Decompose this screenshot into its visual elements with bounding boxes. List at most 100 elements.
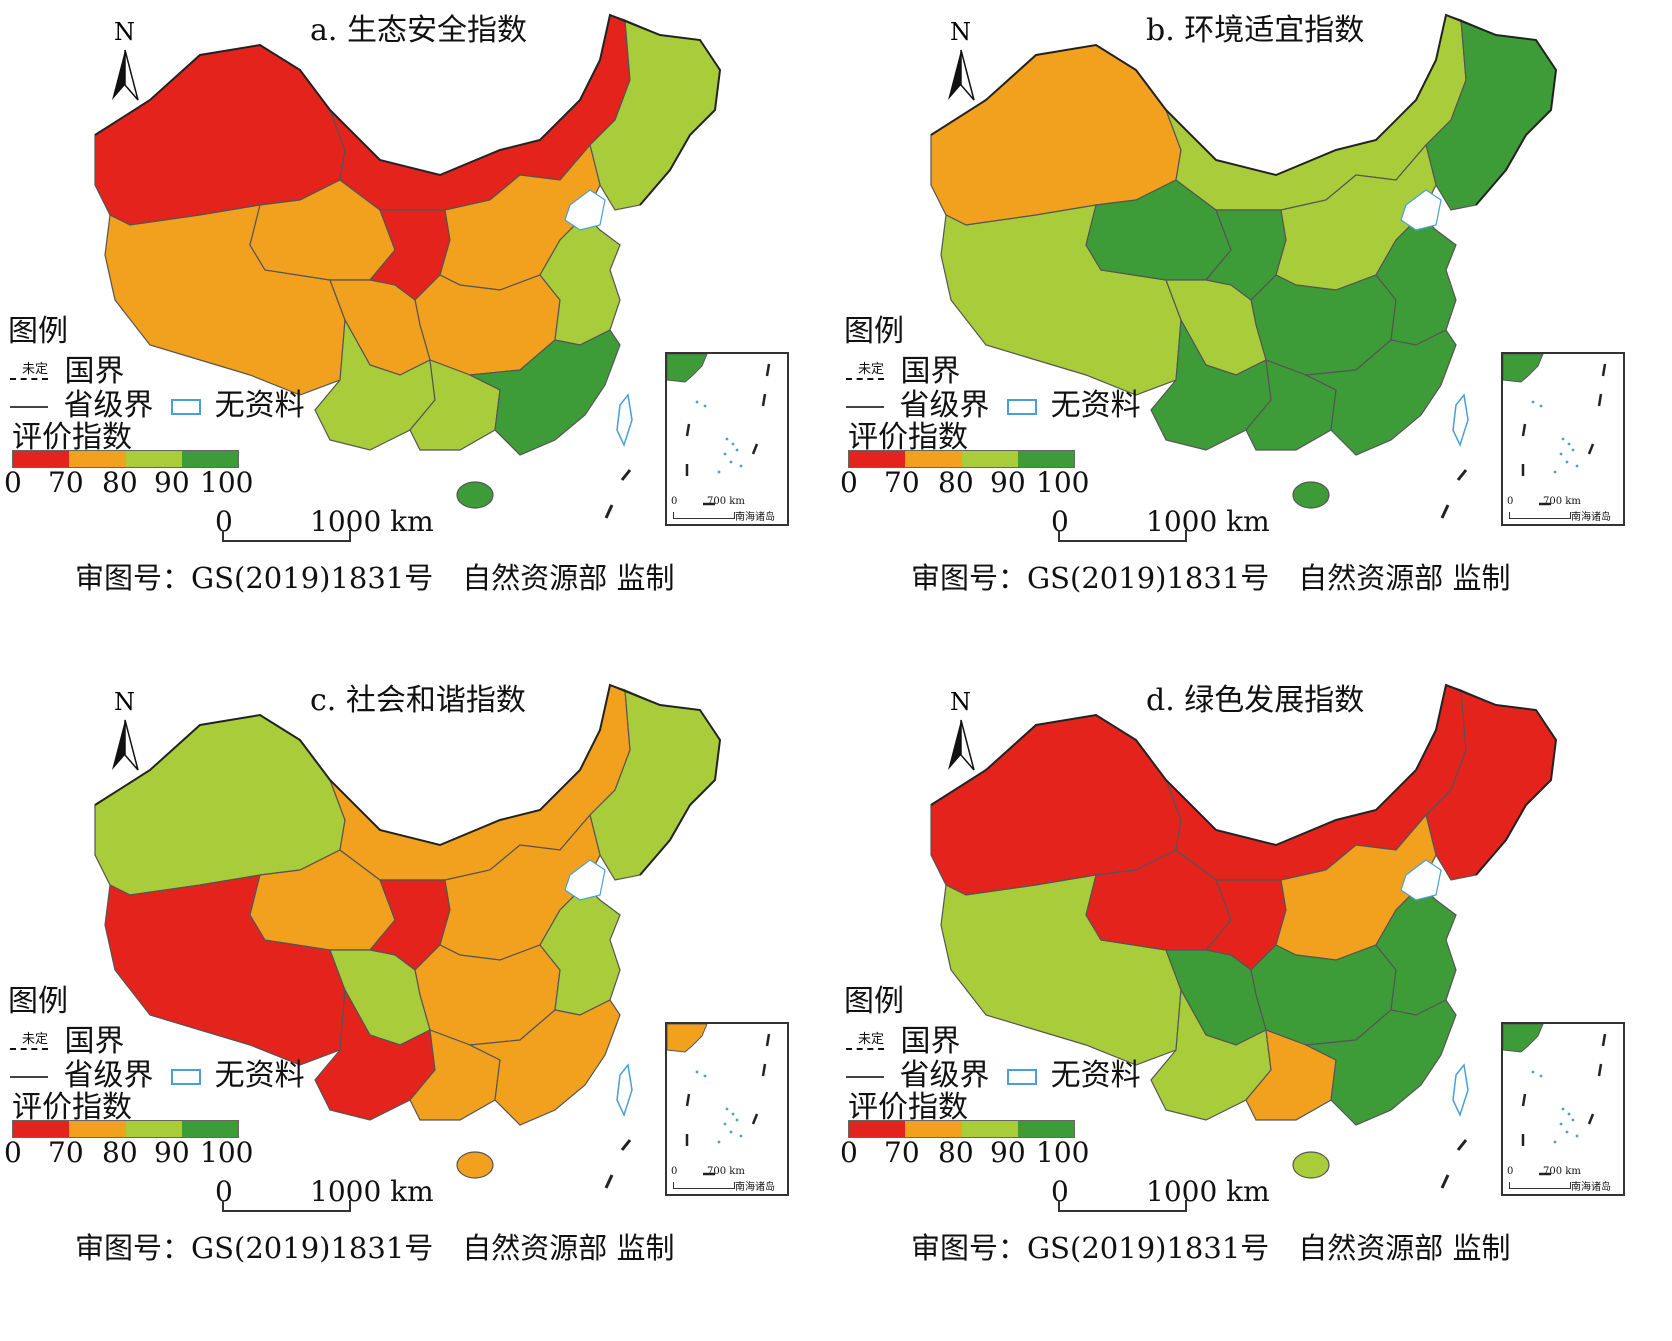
tick-70: 70 [48,1136,84,1169]
inset-scale-end: 700 km [1543,1166,1581,1177]
ramp-class-1 [849,451,906,467]
undetermined-label: 未定 [22,362,49,377]
legend-national-border: 未定 国界 [846,1016,961,1060]
ramp-ticks: 0 70 80 90 100 [4,466,264,499]
north-label: N [114,18,135,46]
panel-title: d. 绿色发展指数 [1146,683,1365,718]
no-data-label: 无资料 [1050,1058,1141,1093]
tick-80: 80 [102,466,138,499]
inset-label: 南海诸岛 [1571,1182,1611,1193]
inset-scale-end: 700 km [707,496,745,507]
ramp-class-4 [1017,1121,1074,1137]
inset-map [666,1023,771,1176]
provincial-border-icon [10,406,48,408]
bohai-sea [564,859,606,901]
ramp-class-2 [69,451,126,467]
north-label: N [950,688,971,716]
south-china-sea-inset: 0 700 km 南海诸岛 [1501,1022,1625,1196]
legend-provincial-border: 省级界 无资料 [846,380,1141,424]
national-border-label: 国界 [64,1024,125,1059]
tick-70: 70 [884,466,920,499]
inset-scale-bar [1509,1182,1571,1189]
national-border [94,683,722,876]
south-china-sea-inset: 0 700 km 南海诸岛 [665,352,789,526]
inset-label: 南海诸岛 [1571,512,1611,523]
no-data-icon [1007,399,1038,415]
no-data-icon [171,1069,202,1085]
region-southeast [1303,999,1457,1126]
inset-scale-bar [673,1182,735,1189]
ramp-class-4 [181,1121,238,1137]
index-label: 评价指数 [12,420,132,455]
inset-scale-start: 0 [671,1166,678,1177]
ramp-class-4 [1017,451,1074,467]
undetermined-label: 未定 [858,362,885,377]
ramp-class-1 [849,1121,906,1137]
provincial-border-label: 省级界 [63,388,154,423]
national-border-icon: 未定 [846,1028,891,1058]
inset-land [666,1023,708,1053]
region-hainan [1292,481,1330,509]
legend-national-border: 未定 国界 [10,1016,125,1060]
legend-national-border: 未定 国界 [846,346,961,390]
inset-map [666,353,771,506]
index-label: 评价指数 [12,1090,132,1125]
bohai-sea [1400,189,1442,231]
national-border [930,683,1558,876]
inset-scale-start: 0 [671,496,678,507]
china-map [930,683,1558,1189]
color-ramp [848,1120,1075,1138]
north-arrow-icon: N [948,688,975,771]
tick-100: 100 [200,466,254,499]
scale-bar [222,1200,351,1212]
ramp-class-3 [961,451,1018,467]
china-map [94,13,722,519]
panel-title: c. 社会和谐指数 [310,683,526,718]
national-border-icon: 未定 [10,358,55,388]
nine-dash-line [604,1139,632,1189]
scale-end: 1000 km [1146,1175,1270,1208]
north-arrow-icon: N [948,18,975,101]
tick-70: 70 [48,466,84,499]
approval-number: 审图号：GS(2019)1831号 自然资源部 监制 [911,561,1511,595]
region-taiwan [1452,393,1469,448]
china-map [930,13,1558,519]
index-label: 评价指数 [848,1090,968,1125]
south-china-sea-inset: 0 700 km 南海诸岛 [1501,352,1625,526]
panel-title: a. 生态安全指数 [310,13,527,48]
color-ramp [12,1120,239,1138]
provincial-border-icon [10,1076,48,1078]
no-data-label: 无资料 [214,388,305,423]
nine-dash-line [1440,469,1468,519]
tick-90: 90 [990,466,1026,499]
china-map [94,683,722,1189]
no-data-icon [1007,1069,1038,1085]
legend-national-border: 未定 国界 [10,346,125,390]
national-border-label: 国界 [64,354,125,389]
tick-90: 90 [154,466,190,499]
panel-title: b. 环境适宜指数 [1146,13,1365,48]
ramp-class-1 [13,1121,70,1137]
region-taiwan [616,1063,633,1118]
tick-0: 0 [4,466,22,499]
scale-bar [1058,530,1187,542]
provincial-border-label: 省级界 [899,388,990,423]
undetermined-label: 未定 [858,1032,885,1047]
legend-title: 图例 [8,314,68,349]
tick-0: 0 [840,1136,858,1169]
tick-100: 100 [200,1136,254,1169]
approval-number: 审图号：GS(2019)1831号 自然资源部 监制 [75,561,675,595]
legend-title: 图例 [844,984,904,1019]
south-china-sea-inset: 0 700 km 南海诸岛 [665,1022,789,1196]
north-arrow-icon: N [112,688,139,771]
scale-bar [222,530,351,542]
ramp-class-2 [905,451,962,467]
no-data-label: 无资料 [1050,388,1141,423]
map-panel-4: d. 绿色发展指数 N 图例 未定 国界 省级界 无资料 评价指数 [836,670,1672,1340]
inset-land [1502,353,1544,383]
national-border [930,13,1558,206]
nine-dash-line [1440,1139,1468,1189]
inset-scale-start: 0 [1507,1166,1514,1177]
inset-label: 南海诸岛 [735,512,775,523]
ramp-class-4 [181,451,238,467]
